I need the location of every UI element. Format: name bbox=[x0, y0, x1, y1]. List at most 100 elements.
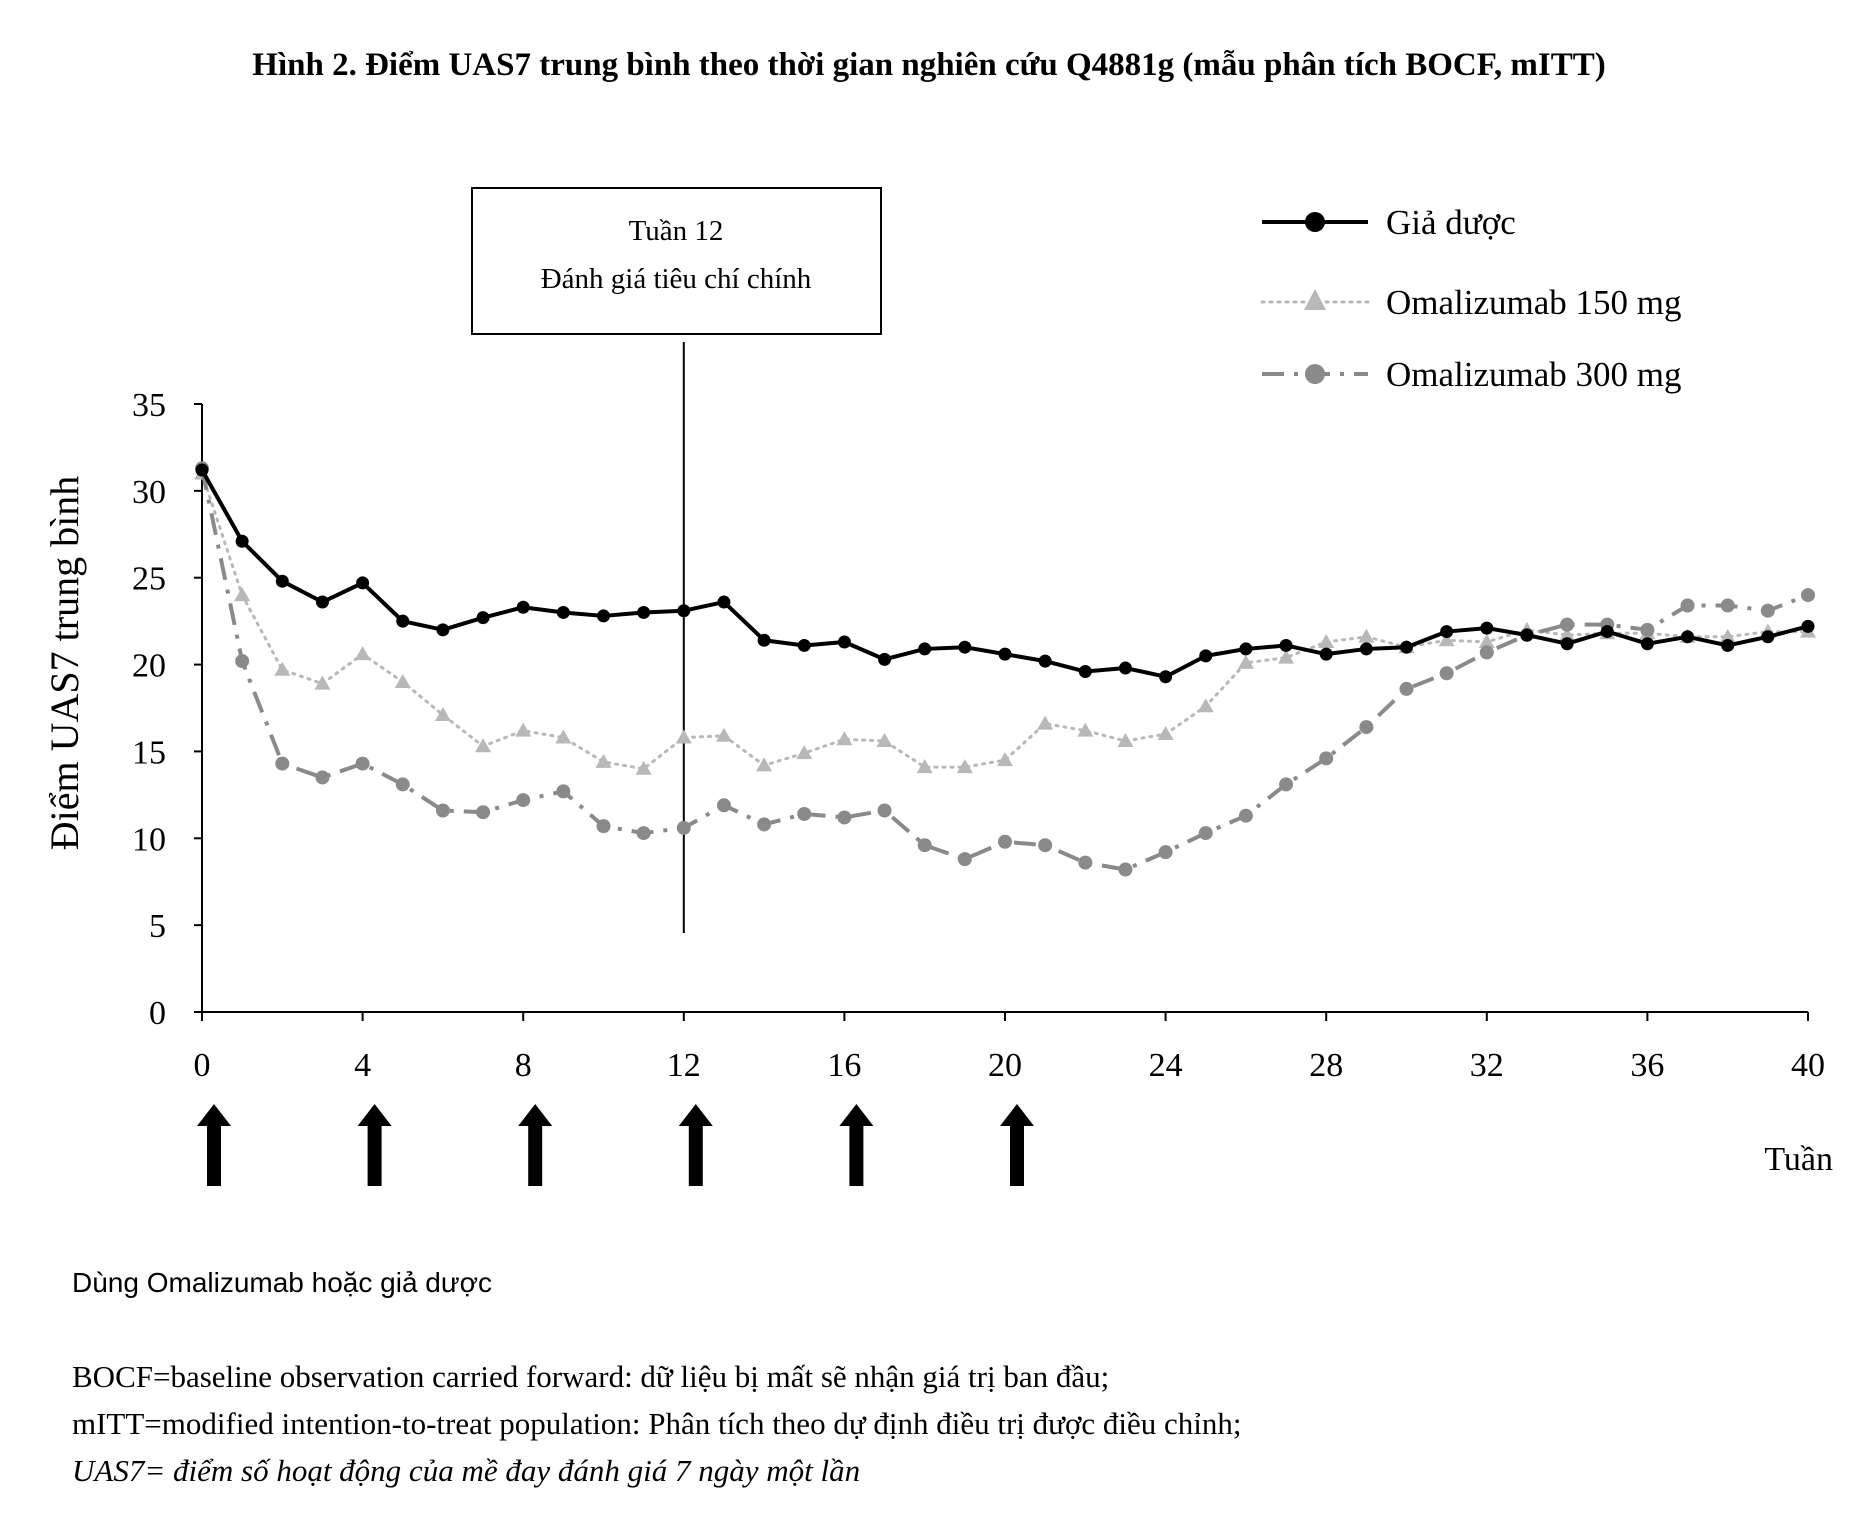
data-point-om300 bbox=[837, 810, 852, 825]
data-point-om300 bbox=[1319, 751, 1334, 766]
data-point-om150 bbox=[274, 661, 291, 676]
data-point-om300 bbox=[395, 777, 410, 792]
x-tick-label: 16 bbox=[827, 1047, 861, 1084]
data-point-placebo bbox=[516, 600, 530, 614]
data-point-om150 bbox=[1278, 649, 1295, 664]
data-point-placebo bbox=[958, 640, 972, 654]
legend-label-placebo: Giả dược bbox=[1386, 203, 1516, 242]
y-tick-label: 5 bbox=[149, 908, 166, 945]
data-point-placebo bbox=[1801, 619, 1815, 633]
data-point-om300 bbox=[275, 756, 290, 771]
y-tick-label: 15 bbox=[132, 734, 166, 771]
data-point-om300 bbox=[1118, 862, 1133, 877]
data-point-placebo bbox=[1480, 621, 1494, 635]
dosing-arrow bbox=[357, 1104, 392, 1186]
legend-marker-om150 bbox=[1304, 289, 1326, 310]
data-point-om150 bbox=[1197, 698, 1214, 713]
series-line-om300 bbox=[200, 467, 1809, 872]
data-point-placebo bbox=[1239, 642, 1253, 656]
data-point-om300 bbox=[1439, 666, 1454, 681]
series-om150 bbox=[194, 465, 1816, 775]
data-point-om300 bbox=[1198, 826, 1213, 841]
data-point-om300 bbox=[235, 654, 250, 669]
data-point-om300 bbox=[1399, 681, 1414, 696]
data-point-placebo bbox=[1400, 640, 1413, 654]
data-point-placebo bbox=[998, 647, 1012, 661]
data-point-om300 bbox=[1038, 838, 1053, 853]
data-point-om150 bbox=[555, 729, 572, 744]
data-point-om150 bbox=[675, 729, 692, 744]
data-point-placebo bbox=[1761, 630, 1775, 644]
data-point-placebo bbox=[235, 534, 249, 548]
data-point-om300 bbox=[1158, 845, 1173, 860]
data-point-placebo bbox=[1721, 638, 1735, 652]
y-tick-label: 0 bbox=[149, 995, 166, 1032]
data-point-om300 bbox=[877, 803, 892, 818]
y-tick-label: 10 bbox=[132, 821, 166, 858]
data-point-om150 bbox=[756, 757, 773, 772]
legend-label-om300: Omalizumab 300 mg bbox=[1386, 355, 1682, 394]
data-point-om150 bbox=[1478, 633, 1495, 648]
data-point-om300 bbox=[957, 852, 972, 867]
footnote-uas7: UAS7= điểm số hoạt động của mề đay đánh … bbox=[72, 1453, 860, 1488]
x-tick-label: 36 bbox=[1630, 1047, 1664, 1084]
week-12-annotation: Tuần 12 Đánh giá tiêu chí chính bbox=[471, 187, 882, 933]
data-point-om300 bbox=[1760, 603, 1775, 618]
data-point-om150 bbox=[796, 745, 813, 760]
data-point-om300 bbox=[1560, 617, 1575, 632]
data-point-om150 bbox=[1237, 654, 1254, 669]
legend-item-om150: Omalizumab 150 mg bbox=[1260, 283, 1682, 322]
data-point-om300 bbox=[476, 805, 491, 820]
data-point-placebo bbox=[1640, 637, 1654, 651]
x-tick-label: 8 bbox=[515, 1047, 532, 1084]
x-tick-label: 28 bbox=[1309, 1047, 1343, 1084]
data-point-om300 bbox=[716, 798, 731, 813]
series-placebo bbox=[195, 463, 1815, 684]
data-point-placebo bbox=[1199, 649, 1213, 663]
data-point-placebo bbox=[597, 609, 610, 623]
x-tick-label: 32 bbox=[1470, 1047, 1504, 1084]
dosing-arrow bbox=[839, 1104, 874, 1186]
data-point-om150 bbox=[1358, 628, 1375, 643]
data-point-om150 bbox=[1157, 726, 1174, 741]
y-axis-label: Điểm UAS7 trung bình bbox=[42, 476, 87, 850]
dosing-note: Dùng Omalizumab hoặc giả dược bbox=[72, 1267, 492, 1298]
y-tick-label: 25 bbox=[132, 561, 166, 598]
data-point-placebo bbox=[918, 642, 932, 656]
data-point-om150 bbox=[997, 752, 1013, 767]
data-point-placebo bbox=[396, 614, 410, 628]
legend-label-om150: Omalizumab 150 mg bbox=[1386, 283, 1682, 322]
data-point-om300 bbox=[435, 803, 450, 818]
data-point-placebo bbox=[275, 574, 289, 588]
data-point-om300 bbox=[917, 838, 932, 853]
data-point-om300 bbox=[1680, 598, 1695, 613]
x-axis-label: Tuần bbox=[1764, 1141, 1833, 1178]
data-point-placebo bbox=[717, 595, 731, 609]
data-point-placebo bbox=[1118, 661, 1132, 675]
data-point-placebo bbox=[436, 623, 450, 637]
data-point-placebo bbox=[195, 463, 209, 477]
data-point-placebo bbox=[1600, 625, 1614, 639]
x-tick-label: 40 bbox=[1791, 1047, 1825, 1084]
data-point-om150 bbox=[434, 706, 451, 721]
data-point-om150 bbox=[956, 759, 973, 774]
data-point-placebo bbox=[1520, 628, 1534, 642]
data-point-om150 bbox=[394, 673, 411, 688]
annotation-line-2: Đánh giá tiêu chí chính bbox=[541, 263, 812, 295]
x-tick-label: 20 bbox=[988, 1047, 1022, 1084]
figure-title: Hình 2. Điểm UAS7 trung bình theo thời g… bbox=[252, 47, 1605, 83]
data-point-om150 bbox=[1077, 722, 1094, 737]
legend-item-om300: Omalizumab 300 mg bbox=[1262, 355, 1682, 394]
data-point-placebo bbox=[1159, 670, 1173, 684]
dosing-arrow bbox=[1000, 1104, 1034, 1186]
data-point-om150 bbox=[1719, 628, 1736, 643]
data-point-placebo bbox=[1319, 647, 1333, 661]
data-point-om300 bbox=[315, 770, 330, 785]
data-point-om300 bbox=[355, 756, 370, 771]
dosing-arrow bbox=[518, 1104, 553, 1186]
data-point-om150 bbox=[595, 753, 612, 768]
dosing-arrows bbox=[197, 1104, 1034, 1186]
data-point-om150 bbox=[916, 759, 933, 774]
data-point-placebo bbox=[1078, 665, 1092, 679]
